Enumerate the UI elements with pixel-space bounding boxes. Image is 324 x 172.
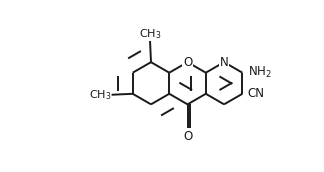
Text: CH$_3$: CH$_3$: [89, 88, 112, 102]
Text: NH$_2$: NH$_2$: [248, 65, 272, 80]
Text: N: N: [220, 56, 228, 69]
Text: O: O: [183, 130, 192, 143]
Text: CH$_3$: CH$_3$: [139, 27, 161, 40]
Text: O: O: [183, 56, 192, 69]
Text: CN: CN: [247, 87, 264, 100]
